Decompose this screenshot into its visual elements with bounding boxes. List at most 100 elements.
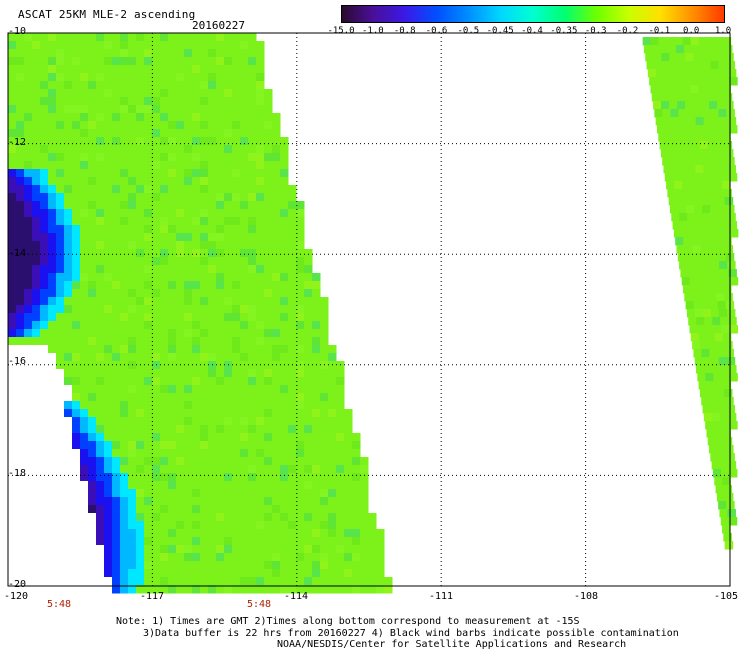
data-cell xyxy=(184,313,193,322)
data-cell xyxy=(661,101,670,110)
data-cell xyxy=(40,73,49,82)
data-cell xyxy=(719,165,728,174)
data-cell xyxy=(659,93,669,102)
data-cell xyxy=(264,225,273,234)
data-cell xyxy=(216,505,225,514)
data-cell xyxy=(256,401,265,410)
data-cell xyxy=(296,577,305,586)
data-cell xyxy=(144,201,153,210)
data-cell xyxy=(120,513,129,522)
data-cell xyxy=(8,89,17,98)
data-cell xyxy=(224,297,233,306)
data-cell xyxy=(200,177,209,186)
data-cell xyxy=(8,49,17,58)
data-cell xyxy=(8,33,17,42)
data-cell xyxy=(208,289,217,298)
data-cell xyxy=(200,561,209,570)
data-cell xyxy=(264,265,273,274)
data-cell xyxy=(360,497,369,506)
data-cell xyxy=(32,33,41,42)
data-cell xyxy=(128,345,137,354)
data-cell xyxy=(120,241,129,250)
data-cell xyxy=(304,545,313,554)
data-cell xyxy=(702,309,712,318)
data-cell xyxy=(160,57,169,66)
data-cell xyxy=(56,345,65,354)
data-cell xyxy=(248,97,257,106)
data-cell xyxy=(200,233,209,242)
data-cell xyxy=(16,457,25,466)
data-cell xyxy=(256,577,265,586)
data-cell xyxy=(8,441,17,450)
data-cell xyxy=(40,337,49,346)
data-cell xyxy=(176,105,185,114)
data-cell xyxy=(272,329,281,338)
data-cell xyxy=(674,133,683,142)
data-cell xyxy=(336,465,345,474)
data-cell xyxy=(704,317,713,326)
data-cell xyxy=(256,65,265,74)
data-cell xyxy=(16,417,25,426)
data-cell xyxy=(304,441,313,450)
data-cell xyxy=(682,37,692,46)
data-cell xyxy=(184,265,193,274)
data-cell xyxy=(40,241,49,250)
data-cell xyxy=(710,157,719,166)
data-cell xyxy=(152,145,161,154)
data-cell xyxy=(280,401,289,410)
data-cell xyxy=(160,441,169,450)
data-cell xyxy=(721,77,730,86)
data-cell xyxy=(240,297,249,306)
data-cell xyxy=(24,569,33,578)
data-cell xyxy=(719,69,729,78)
data-cell xyxy=(688,269,697,278)
data-cell xyxy=(264,425,273,434)
data-cell xyxy=(176,353,185,362)
data-cell xyxy=(8,257,17,266)
data-cell xyxy=(168,545,177,554)
data-cell xyxy=(160,401,169,410)
data-cell xyxy=(192,105,201,114)
data-cell xyxy=(192,513,201,522)
data-cell xyxy=(658,37,668,46)
data-cell xyxy=(670,157,679,166)
data-cell xyxy=(88,329,97,338)
data-cell xyxy=(112,489,121,498)
data-cell xyxy=(723,141,733,150)
data-cell xyxy=(288,289,297,298)
data-cell xyxy=(176,217,185,226)
data-cell xyxy=(704,125,714,134)
data-cell xyxy=(304,497,313,506)
data-cell xyxy=(232,441,241,450)
data-cell xyxy=(112,353,121,362)
data-cell xyxy=(56,257,65,266)
data-cell xyxy=(80,129,89,138)
data-cell xyxy=(48,177,57,186)
data-cell xyxy=(264,353,273,362)
data-cell xyxy=(232,129,241,138)
data-cell xyxy=(328,433,337,442)
data-cell xyxy=(240,305,249,314)
data-cell xyxy=(32,81,41,90)
data-cell xyxy=(184,393,193,402)
data-cell xyxy=(232,393,241,402)
data-cell xyxy=(240,241,249,250)
data-cell xyxy=(176,337,185,346)
data-cell xyxy=(248,569,257,578)
data-cell xyxy=(80,345,89,354)
data-cell xyxy=(160,161,169,170)
data-cell xyxy=(24,289,33,298)
data-cell xyxy=(136,401,145,410)
data-cell xyxy=(232,57,241,66)
data-cell xyxy=(96,65,105,74)
data-cell xyxy=(711,165,720,174)
data-cell xyxy=(56,137,65,146)
data-cell xyxy=(128,33,137,42)
data-cell xyxy=(184,97,193,106)
data-cell xyxy=(200,441,209,450)
data-cell xyxy=(280,505,289,514)
data-cell xyxy=(136,449,145,458)
data-cell xyxy=(208,161,217,170)
data-cell xyxy=(128,529,137,538)
data-cell xyxy=(88,233,97,242)
